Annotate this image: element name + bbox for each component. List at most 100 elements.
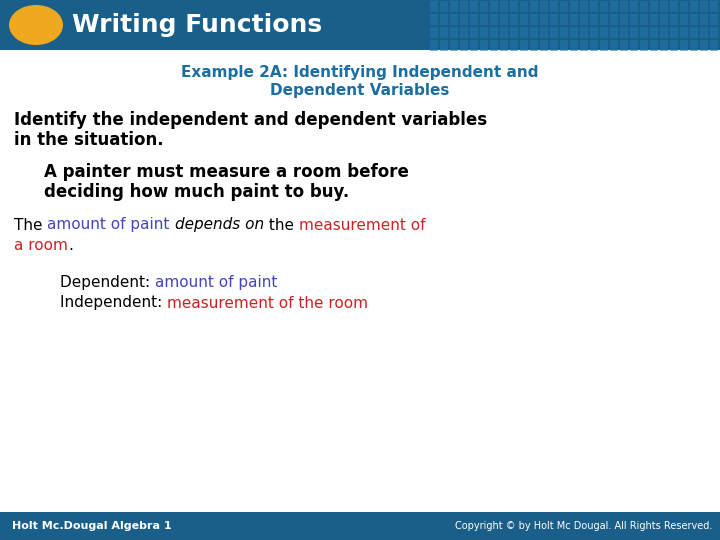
Bar (630, 14, 638, 25)
Bar (510, 1, 518, 12)
Bar (670, 1, 678, 12)
Bar (700, 27, 708, 38)
Bar (480, 1, 488, 12)
Bar (510, 27, 518, 38)
Bar (680, 14, 688, 25)
Bar (520, 40, 528, 51)
Bar (710, 40, 718, 51)
Bar (590, 40, 598, 51)
Bar (530, 40, 538, 51)
Bar (610, 40, 618, 51)
Bar (560, 14, 568, 25)
Bar (500, 14, 508, 25)
Bar (460, 27, 468, 38)
Text: measurement of the room: measurement of the room (167, 295, 368, 310)
Bar (610, 27, 618, 38)
Bar (670, 14, 678, 25)
Text: .: . (68, 238, 73, 253)
Text: measurement of: measurement of (299, 218, 425, 233)
Bar (700, 1, 708, 12)
Text: Writing Functions: Writing Functions (72, 13, 322, 37)
Bar (510, 14, 518, 25)
Bar (710, 27, 718, 38)
Bar (450, 40, 458, 51)
Bar (600, 40, 608, 51)
Text: Example 2A: Identifying Independent and: Example 2A: Identifying Independent and (181, 64, 539, 79)
Bar (610, 1, 618, 12)
Bar (460, 1, 468, 12)
Bar (670, 40, 678, 51)
Bar (660, 1, 668, 12)
Bar (600, 27, 608, 38)
Bar (430, 40, 438, 51)
Bar (540, 40, 548, 51)
Bar (520, 14, 528, 25)
Bar (640, 27, 648, 38)
Text: Dependent Variables: Dependent Variables (270, 83, 450, 98)
Bar (520, 27, 528, 38)
Bar (590, 27, 598, 38)
Bar (450, 14, 458, 25)
Bar (450, 1, 458, 12)
Bar (470, 27, 478, 38)
Bar (630, 1, 638, 12)
Bar (640, 1, 648, 12)
Text: Dependent:: Dependent: (60, 275, 155, 291)
Bar (570, 1, 578, 12)
Bar (680, 40, 688, 51)
Bar (640, 14, 648, 25)
Bar (490, 14, 498, 25)
Bar (490, 27, 498, 38)
Bar (570, 40, 578, 51)
Ellipse shape (9, 5, 63, 45)
Bar (550, 14, 558, 25)
Bar (430, 27, 438, 38)
Bar (580, 1, 588, 12)
Text: The: The (14, 218, 48, 233)
Bar (460, 40, 468, 51)
Text: the: the (264, 218, 299, 233)
Bar (580, 14, 588, 25)
Bar (490, 1, 498, 12)
Bar (540, 1, 548, 12)
Bar (700, 14, 708, 25)
Bar (690, 14, 698, 25)
Bar (470, 14, 478, 25)
Bar (570, 27, 578, 38)
Bar (520, 1, 528, 12)
Text: Independent:: Independent: (60, 295, 167, 310)
Bar (620, 14, 628, 25)
Bar (680, 27, 688, 38)
Text: amount of paint: amount of paint (48, 218, 170, 233)
Bar (480, 27, 488, 38)
Bar (510, 40, 518, 51)
Bar (630, 27, 638, 38)
Bar (660, 27, 668, 38)
Bar (660, 14, 668, 25)
Bar (0, 512, 720, 540)
Bar (480, 14, 488, 25)
Text: deciding how much paint to buy.: deciding how much paint to buy. (44, 183, 349, 201)
Bar (430, 1, 438, 12)
Bar (620, 1, 628, 12)
Bar (560, 40, 568, 51)
Bar (530, 14, 538, 25)
Bar (500, 27, 508, 38)
Bar (570, 14, 578, 25)
Bar (550, 40, 558, 51)
Bar (610, 14, 618, 25)
Bar (440, 40, 448, 51)
Bar (530, 27, 538, 38)
Bar (440, 27, 448, 38)
Text: Identify the independent and dependent variables: Identify the independent and dependent v… (14, 111, 487, 129)
Bar (680, 1, 688, 12)
Bar (690, 1, 698, 12)
Bar (670, 27, 678, 38)
Bar (620, 40, 628, 51)
Bar (600, 14, 608, 25)
Bar (630, 40, 638, 51)
Bar (650, 40, 658, 51)
Bar (710, 14, 718, 25)
Text: Copyright © by Holt Mc Dougal. All Rights Reserved.: Copyright © by Holt Mc Dougal. All Right… (454, 521, 712, 531)
Bar (650, 1, 658, 12)
